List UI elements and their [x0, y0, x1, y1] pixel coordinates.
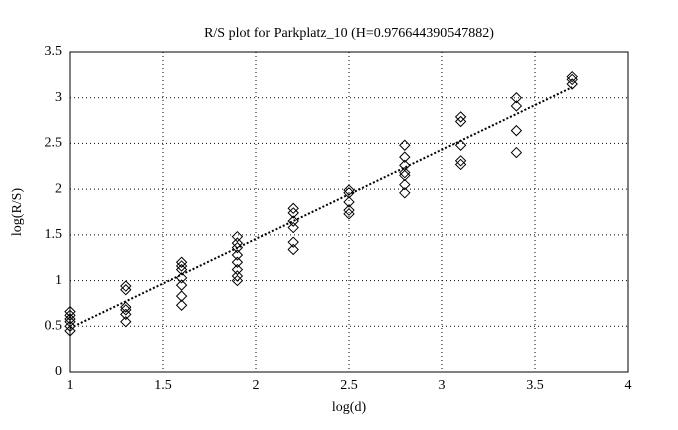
y-tick-label: 3.5	[45, 44, 63, 59]
data-point	[510, 124, 523, 137]
data-point	[231, 270, 244, 282]
data-point	[399, 187, 411, 199]
data-point	[454, 111, 467, 123]
data-point	[454, 115, 467, 128]
x-tick-label: 2.5	[340, 378, 358, 393]
data-point	[175, 260, 188, 272]
data-point	[399, 151, 411, 163]
data-point	[454, 139, 467, 151]
x-tick-label: 1.5	[154, 378, 172, 393]
data-point	[120, 280, 132, 292]
y-tick-label: 2.5	[45, 136, 63, 151]
x-tick-label: 3	[439, 378, 446, 393]
data-point	[399, 169, 411, 182]
data-point	[64, 309, 76, 322]
y-tick-label: 0.5	[45, 319, 63, 334]
chart-title: R/S plot for Parkplatz_10 (H=0.976644390…	[204, 26, 494, 41]
data-point	[287, 207, 299, 219]
data-point	[120, 301, 132, 313]
data-point	[175, 256, 188, 268]
data-point	[343, 196, 355, 208]
y-tick-label: 2	[55, 181, 62, 196]
y-axis-label: log(R/S)	[10, 188, 25, 237]
data-point	[120, 304, 132, 316]
data-point	[566, 73, 578, 86]
data-point	[175, 279, 188, 291]
data-point	[566, 70, 578, 83]
data-point	[510, 146, 523, 159]
data-point	[399, 178, 411, 191]
data-point	[343, 204, 355, 216]
data-point	[231, 274, 244, 287]
data-point	[120, 308, 132, 321]
data-point	[343, 187, 355, 199]
x-tick-label: 4	[625, 378, 632, 393]
data-point	[231, 230, 244, 243]
fit-line	[69, 86, 573, 330]
data-point	[399, 166, 411, 179]
data-point	[175, 290, 188, 302]
data-point	[454, 158, 467, 171]
data-point	[343, 208, 355, 220]
x-tick-label: 3.5	[526, 378, 544, 393]
data-point	[175, 299, 188, 311]
data-point	[231, 263, 244, 276]
y-tick-label: 1.5	[45, 227, 63, 242]
data-point	[287, 215, 299, 227]
data-point	[454, 155, 467, 167]
y-tick-label: 1	[55, 273, 62, 288]
data-point	[64, 316, 76, 328]
data-point	[566, 78, 578, 90]
data-point	[287, 243, 299, 256]
data-point	[510, 92, 523, 104]
data-point	[64, 313, 76, 325]
x-axis-label: log(d)	[332, 400, 367, 415]
data-point	[510, 100, 523, 112]
data-point	[287, 236, 299, 248]
data-point	[120, 284, 132, 296]
data-point	[120, 316, 132, 328]
y-tick-label: 0	[55, 364, 62, 379]
y-tick-label: 3	[55, 90, 62, 105]
data-point	[399, 139, 411, 151]
data-point	[175, 263, 188, 276]
data-point	[64, 325, 76, 337]
x-tick-label: 2	[253, 378, 260, 393]
data-point	[231, 256, 244, 268]
data-point	[287, 202, 299, 215]
data-point	[64, 320, 76, 332]
data-point	[287, 221, 299, 234]
data-point	[231, 249, 244, 261]
x-tick-label: 1	[67, 378, 74, 393]
